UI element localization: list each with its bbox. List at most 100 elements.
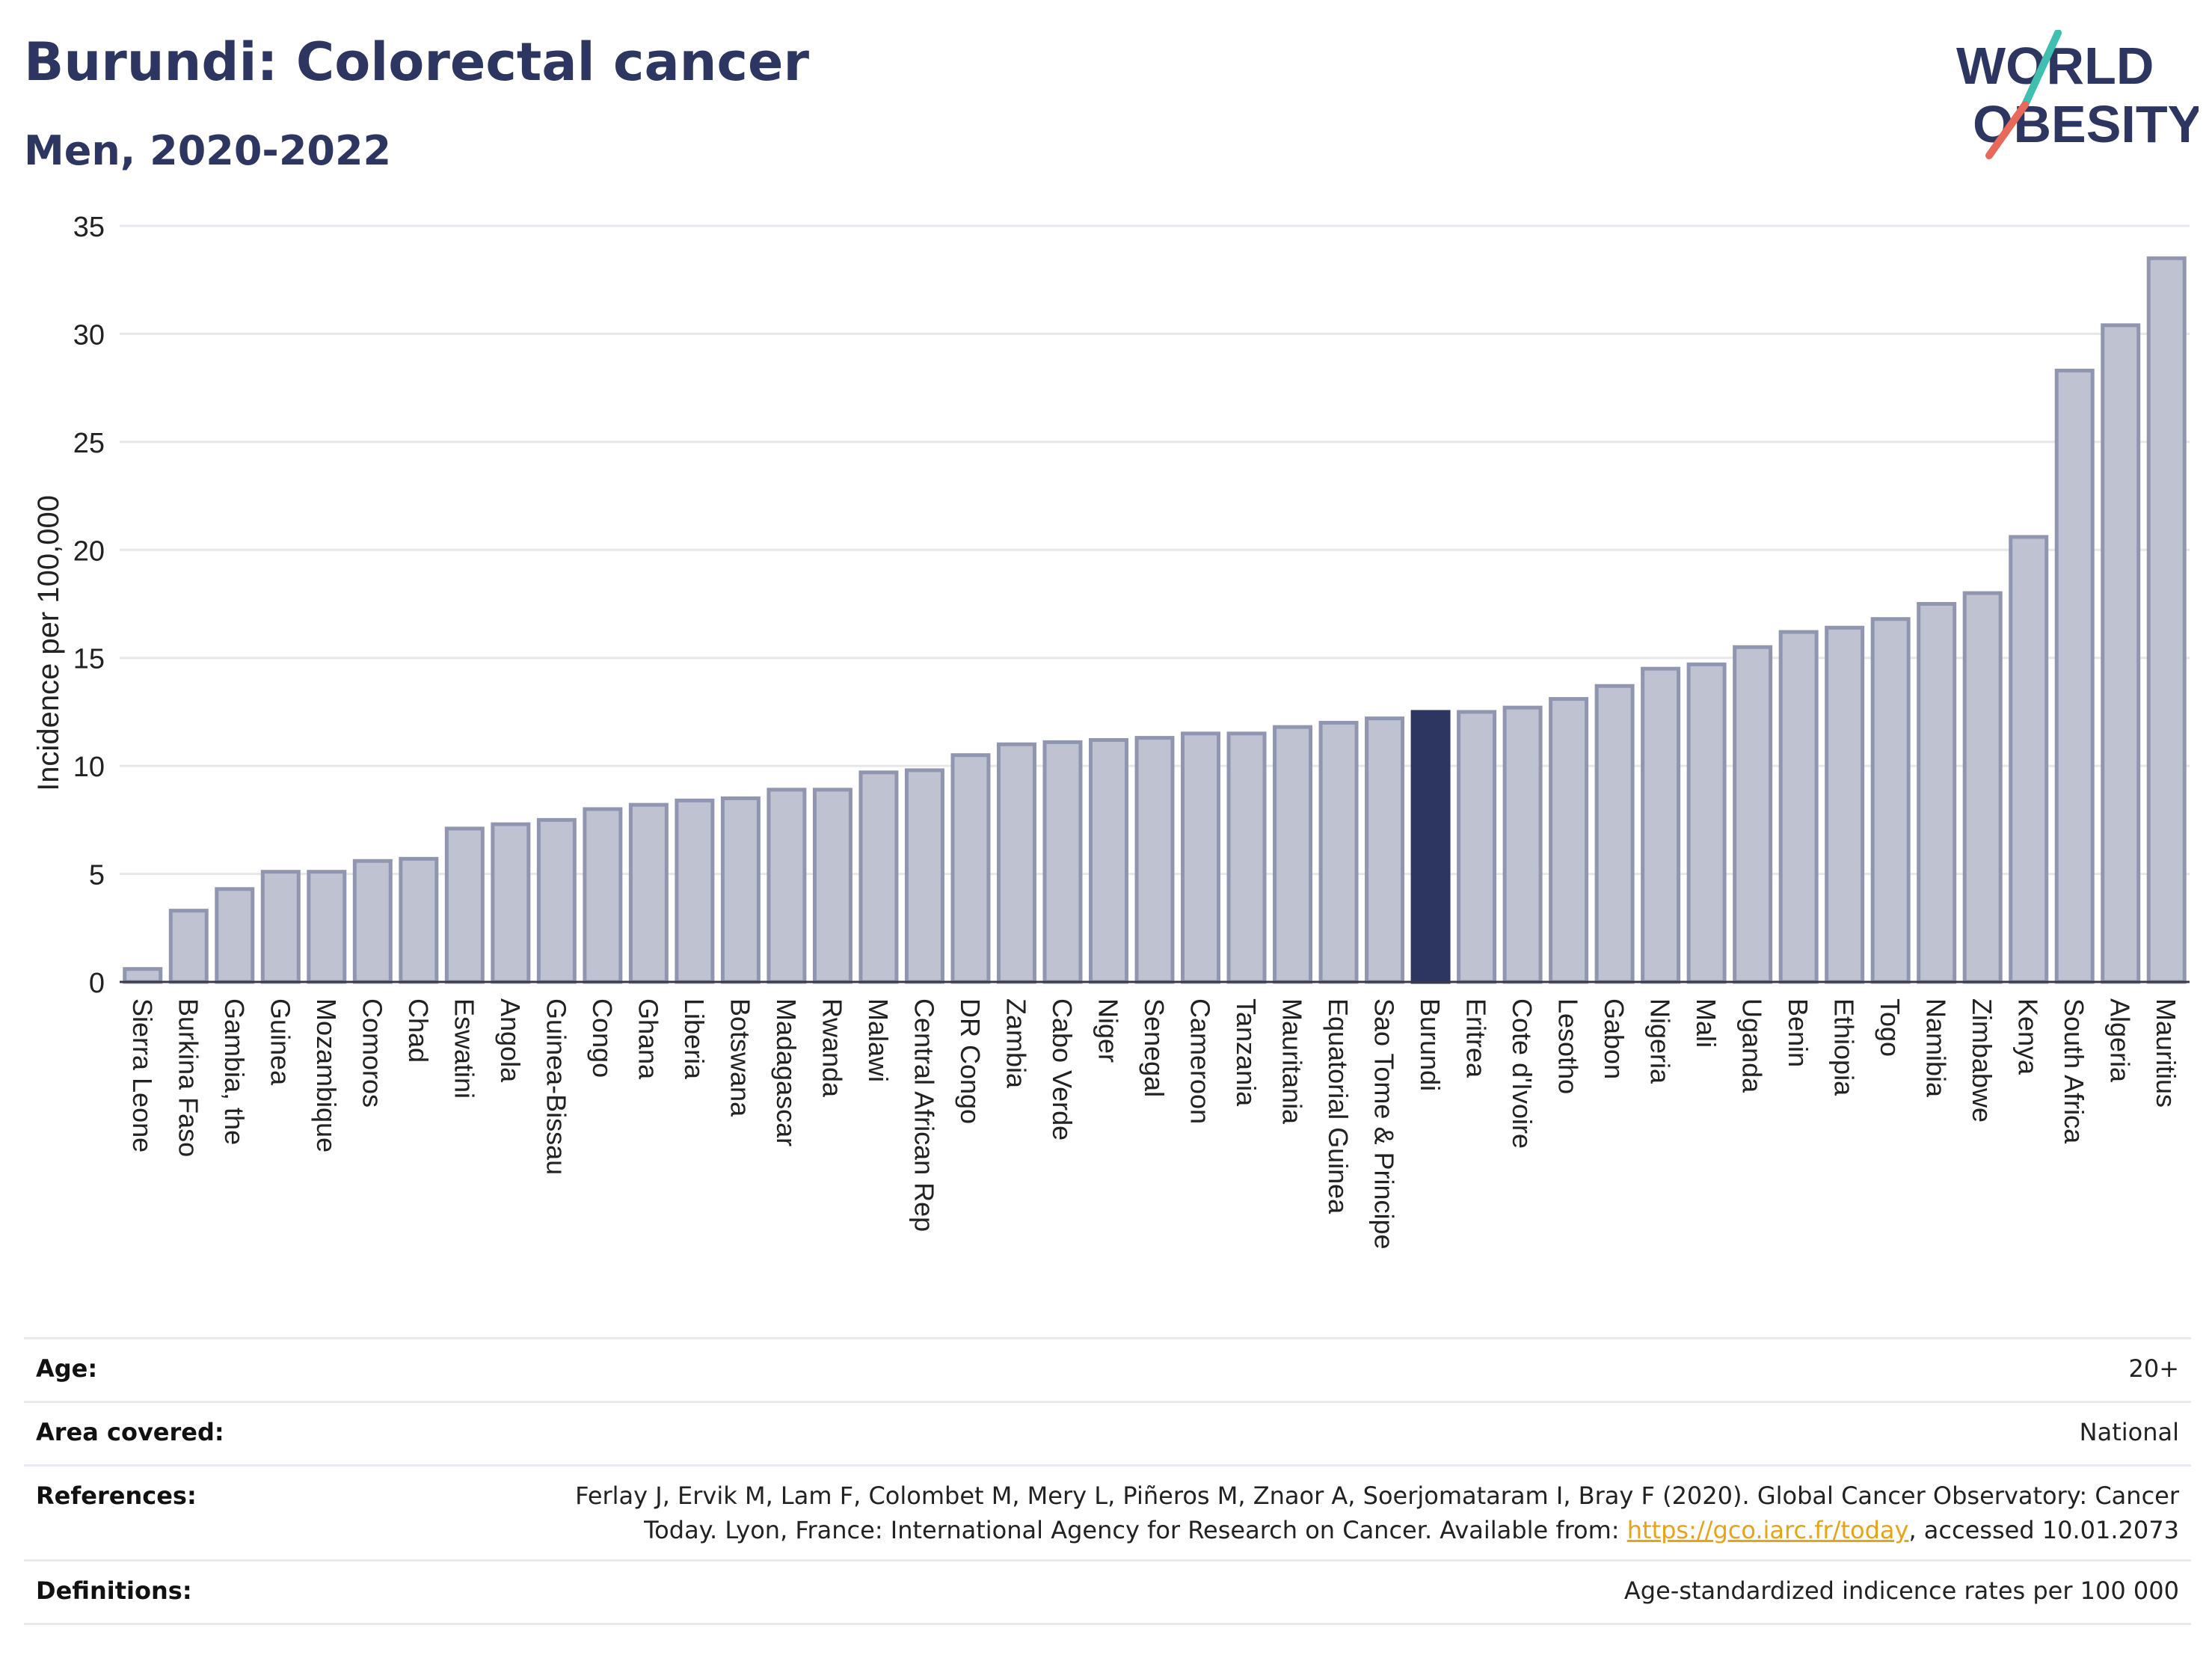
bar: [1181, 731, 1221, 984]
age-value: 20+: [2128, 1354, 2179, 1383]
bar: [1641, 666, 1681, 984]
bar: [1365, 716, 1405, 984]
references-value: Ferlay J, Ervik M, Lam F, Colombet M, Me…: [575, 1479, 2179, 1547]
bar-chart: Incidence per 100,000 0 5 10 15 20 25 30 35 Sie…: [32, 212, 2190, 1250]
bar: [2009, 535, 2049, 984]
bar: [1686, 662, 1727, 984]
world-obesity-logo: WORLD OBESITY: [1956, 30, 2199, 159]
bar: [2054, 369, 2095, 984]
info-row-age: Age: 20+: [24, 1337, 2191, 1401]
x-tick-label: Ghana: [633, 998, 663, 1080]
x-tick-labels: Sierra Leone Burkina Faso Gambia, the Guine…: [127, 998, 2181, 1250]
x-tick-label: Burundi: [1415, 998, 1446, 1091]
x-tick-label: Central African Rep: [909, 998, 939, 1232]
x-tick-label: Algeria: [2105, 998, 2136, 1083]
x-tick-label: Mauritania: [1277, 998, 1308, 1125]
bar: [399, 856, 439, 984]
bar: [1457, 710, 1497, 984]
x-tick-label: Nigeria: [1645, 998, 1676, 1084]
x-tick-label: Zimbabwe: [1967, 998, 1997, 1123]
x-tick-label: Niger: [1093, 998, 1123, 1063]
bar: [307, 870, 347, 984]
chart-subtitle: Men, 2020-2022: [24, 127, 392, 174]
x-tick-label: Gabon: [1599, 998, 1629, 1079]
definitions-value: Age-standardized indicence rates per 100…: [1623, 1576, 2179, 1605]
x-tick-label: Cameroon: [1185, 998, 1216, 1124]
x-tick-label: Burkina Faso: [173, 998, 203, 1157]
x-tick-label: Equatorial Guinea: [1323, 998, 1354, 1215]
x-tick-label: Malawi: [863, 998, 894, 1082]
bar: [260, 870, 301, 984]
bar: [491, 822, 531, 984]
x-tick-label: Angola: [495, 998, 526, 1083]
x-tick-label: Sierra Leone: [127, 998, 158, 1152]
bar: [996, 742, 1036, 984]
bar: [352, 859, 393, 984]
area-value: National: [2079, 1418, 2179, 1446]
bar: [1134, 736, 1175, 984]
references-label: References:: [36, 1481, 197, 1510]
bar: [812, 787, 852, 984]
bar: [1410, 710, 1451, 984]
definitions-label: Definitions:: [36, 1576, 192, 1605]
bar: [2146, 256, 2187, 984]
bar: [1594, 684, 1635, 984]
x-tick-label: Madagascar: [771, 998, 802, 1146]
references-link[interactable]: https://gco.iarc.fr/today: [1626, 1516, 1909, 1544]
bar: [904, 768, 944, 984]
y-tick-label: 5: [89, 860, 105, 891]
x-tick-label: Mali: [1691, 998, 1721, 1048]
bar: [1502, 705, 1543, 984]
x-tick-label: Congo: [587, 998, 618, 1078]
bar: [1962, 591, 2003, 984]
x-tick-label: Guinea: [265, 998, 295, 1086]
x-tick-label: Kenya: [2013, 998, 2044, 1075]
bar: [950, 753, 991, 984]
area-label: Area covered:: [36, 1418, 224, 1446]
x-tick-label: Chad: [403, 998, 434, 1063]
bar: [536, 817, 577, 984]
age-label: Age:: [36, 1354, 98, 1383]
x-tick-label: Ethiopia: [1829, 998, 1860, 1096]
bar: [1917, 602, 1957, 984]
bars: [123, 256, 2187, 984]
logo-teal-stroke: [2021, 30, 2062, 108]
info-row-definitions: Definitions: Age-standardized indicence …: [24, 1559, 2191, 1625]
x-tick-label: Gambia, the: [219, 998, 250, 1145]
y-tick-label: 10: [73, 752, 105, 783]
bar: [1549, 697, 1589, 984]
y-tick-label: 20: [73, 535, 105, 567]
x-tick-label: Sao Tome & Principe: [1369, 998, 1400, 1250]
chart-title: Burundi: Colorectal cancer: [24, 31, 809, 93]
x-tick-label: Cote d'Ivoire: [1507, 998, 1537, 1149]
x-tick-label: Eswatini: [449, 998, 479, 1099]
bar: [766, 787, 807, 984]
x-tick-label: Togo: [1875, 998, 1905, 1057]
references-text: Today. Lyon, France: International Agenc…: [644, 1516, 1627, 1544]
y-tick-label: 25: [73, 428, 105, 459]
bar: [720, 796, 761, 984]
y-tick-label: 30: [73, 319, 105, 351]
bar: [1042, 740, 1083, 984]
references-accessed: , accessed 10.01.2073: [1908, 1516, 2179, 1544]
bar: [675, 798, 715, 984]
x-tick-label: Tanzania: [1231, 998, 1262, 1107]
x-tick-label: Lesotho: [1553, 998, 1584, 1094]
bar: [168, 909, 209, 984]
bar: [583, 807, 623, 984]
x-tick-label: Benin: [1783, 998, 1813, 1067]
y-tick-label: 0: [89, 968, 105, 999]
x-tick-label: Cabo Verde: [1047, 998, 1078, 1140]
x-tick-label: Comoros: [357, 998, 387, 1108]
y-tick-label: 15: [73, 644, 105, 675]
bar: [1733, 645, 1773, 984]
bar: [444, 826, 485, 984]
bar: [628, 802, 669, 984]
bar: [858, 770, 899, 984]
bar: [1318, 720, 1359, 984]
x-tick-label: Liberia: [679, 998, 710, 1080]
x-tick-label: Rwanda: [817, 998, 847, 1098]
x-tick-label: South Africa: [2059, 998, 2089, 1144]
info-row-area: Area covered: National: [24, 1401, 2191, 1464]
x-tick-label: Zambia: [1001, 998, 1031, 1089]
